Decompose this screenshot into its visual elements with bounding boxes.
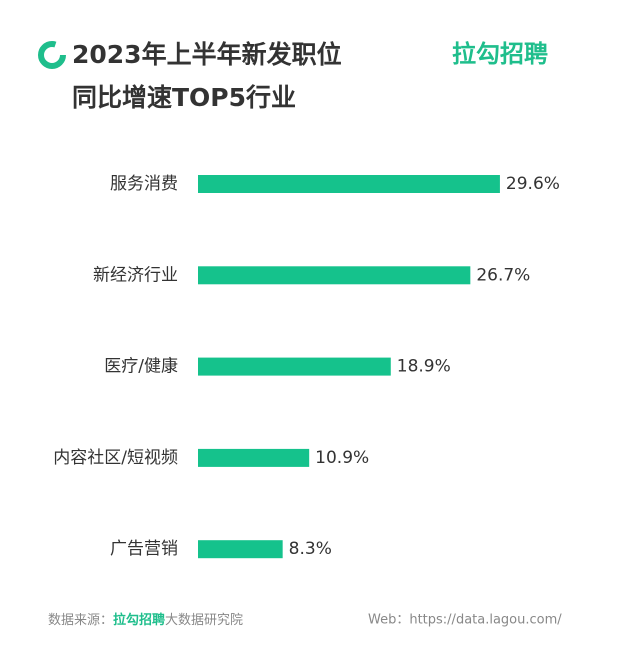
web: Web：https://data.lagou.com/	[368, 613, 562, 628]
category-label: 医疗/健康	[104, 357, 178, 377]
source-brand: 拉勾招聘	[113, 612, 165, 628]
source-prefix: 数据来源：	[48, 613, 113, 628]
category-label: 广告营销	[110, 539, 178, 559]
bar	[198, 448, 310, 467]
source-suffix: 大数据研究院	[165, 613, 243, 628]
category-label: 新经济行业	[93, 265, 178, 285]
category-label: 内容社区/短视频	[53, 448, 178, 468]
value-label: 18.9%	[397, 357, 451, 377]
source: 数据来源：拉勾招聘大数据研究院	[48, 612, 243, 628]
value-label: 8.3%	[289, 539, 332, 559]
value-label: 29.6%	[506, 174, 560, 194]
bar	[198, 175, 500, 193]
category-label: 服务消费	[110, 174, 178, 194]
bar	[198, 357, 391, 376]
logo-icon	[38, 41, 66, 69]
brand: 拉勾招聘	[452, 40, 548, 68]
bar	[198, 540, 283, 559]
chart-title: 同比增速TOP5行业	[72, 83, 296, 112]
bar	[198, 266, 471, 285]
value-label: 10.9%	[315, 448, 369, 468]
value-label: 26.7%	[476, 265, 530, 285]
chart-title: 2023年上半年新发职位	[72, 40, 342, 69]
